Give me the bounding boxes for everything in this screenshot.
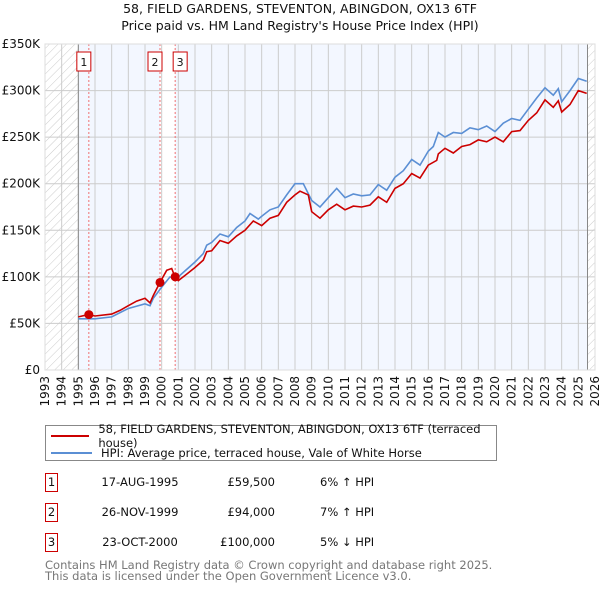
x-tick-label: 2019 <box>471 376 485 407</box>
sale-row: 1 17-AUG-1995 £59,500 6% ↑ HPI <box>45 473 445 495</box>
x-tick-label: 2003 <box>205 376 219 407</box>
footer: Contains HM Land Registry data © Crown c… <box>45 558 493 583</box>
sale-label-number: 3 <box>177 56 184 69</box>
footer-licence: This data is licensed under the Open Gov… <box>45 569 412 583</box>
sale-hpi-diff: 6% ↑ HPI <box>320 475 375 489</box>
sale-label-box <box>76 51 92 72</box>
sale-number: 1 <box>45 473 58 492</box>
x-tick-label: 2022 <box>521 376 535 407</box>
sale-point <box>84 310 94 320</box>
sale-label-box <box>172 51 188 72</box>
legend-label-hpi: HPI: Average price, terraced house, Vale… <box>101 445 422 460</box>
x-tick-label: 1998 <box>121 376 135 407</box>
x-tick-label: 2017 <box>438 376 452 407</box>
sale-label-number: 1 <box>80 56 87 69</box>
y-tick-label: £150K <box>2 223 42 237</box>
x-tick-label: 2025 <box>571 376 585 407</box>
x-tick-label: 2021 <box>505 376 519 407</box>
x-tick-label: 1996 <box>88 376 102 407</box>
x-tick-label: 2013 <box>371 376 385 407</box>
x-tick-label: 2002 <box>188 376 202 407</box>
x-tick-label: 2010 <box>321 376 335 407</box>
sale-label-box <box>147 51 163 72</box>
sale-date: 26-NOV-1999 <box>101 505 179 519</box>
x-tick-label: 2024 <box>555 376 569 407</box>
sale-hpi-diff: 5% ↓ HPI <box>320 535 375 549</box>
y-tick-label: £50K <box>9 316 41 330</box>
x-tick-label: 1995 <box>71 376 85 407</box>
legend-swatch-red <box>51 434 90 437</box>
sale-price: £100,000 <box>220 535 275 549</box>
x-tick-label: 2015 <box>405 376 419 407</box>
x-tick-label: 1994 <box>55 376 69 407</box>
x-tick-label: 2016 <box>421 376 435 407</box>
x-tick-label: 2014 <box>388 376 402 407</box>
chart-subtitle: Price paid vs. HM Land Registry's House … <box>121 18 478 33</box>
x-tick-label: 2006 <box>255 376 269 407</box>
x-tick-label: 1997 <box>105 376 119 407</box>
property-price-line <box>78 89 587 318</box>
y-tick-label: £100K <box>2 270 42 284</box>
no-data-hatch-right <box>587 44 595 370</box>
footer-copyright: Contains HM Land Registry data © Crown c… <box>45 558 493 572</box>
sale-point <box>170 272 180 282</box>
chart-legend: 58, FIELD GARDENS, STEVENTON, ABINGDON, … <box>45 422 497 461</box>
plot-frame <box>44 43 596 371</box>
sale-label-number: 2 <box>152 56 159 69</box>
x-tick-label: 2001 <box>171 376 185 407</box>
legend-item-hpi: HPI: Average price, terraced house, Vale… <box>46 444 422 461</box>
x-tick-label: 2009 <box>305 376 319 407</box>
between-sales-shading <box>160 44 176 370</box>
hpi-line <box>78 77 587 320</box>
y-tick-label: £0 <box>25 363 40 377</box>
sale-price: £59,500 <box>227 475 275 489</box>
sale-hpi-diff: 7% ↑ HPI <box>320 505 375 519</box>
sale-date: 23-OCT-2000 <box>102 535 178 549</box>
x-tick-label: 1999 <box>138 376 152 407</box>
y-tick-label: £300K <box>2 84 42 98</box>
price-chart: 58, FIELD GARDENS, STEVENTON, ABINGDON, … <box>2 1 600 407</box>
x-tick-label: 2000 <box>155 376 169 407</box>
x-tick-label: 2007 <box>271 376 285 407</box>
x-tick-label: 2018 <box>455 376 469 407</box>
legend-item-property: 58, FIELD GARDENS, STEVENTON, ABINGDON, … <box>46 422 496 450</box>
legend-label-property: 58, FIELD GARDENS, STEVENTON, ABINGDON, … <box>98 421 481 450</box>
x-tick-label: 2026 <box>588 376 600 407</box>
x-tick-label: 2020 <box>488 376 502 407</box>
sale-row: 3 23-OCT-2000 £100,000 5% ↓ HPI <box>45 533 445 555</box>
x-tick-label: 2023 <box>538 376 552 407</box>
chart-title: 58, FIELD GARDENS, STEVENTON, ABINGDON, … <box>123 1 477 16</box>
sale-row: 2 26-NOV-1999 £94,000 7% ↑ HPI <box>45 503 445 525</box>
y-tick-label: £350K <box>2 37 42 51</box>
x-tick-label: 2005 <box>238 376 252 407</box>
y-tick-label: £200K <box>2 177 42 191</box>
x-tick-label: 2011 <box>338 376 352 407</box>
sale-price: £94,000 <box>227 505 275 519</box>
sale-number: 3 <box>45 533 58 552</box>
legend-swatch-blue <box>51 451 92 454</box>
x-tick-label: 2008 <box>288 376 302 407</box>
x-tick-label: 2004 <box>221 376 235 407</box>
sale-point <box>155 277 165 287</box>
sale-date: 17-AUG-1995 <box>101 475 179 489</box>
x-tick-label: 2012 <box>355 376 369 407</box>
sale-number: 2 <box>45 503 58 522</box>
x-tick-label: 1993 <box>38 376 52 407</box>
y-tick-label: £250K <box>2 130 42 144</box>
